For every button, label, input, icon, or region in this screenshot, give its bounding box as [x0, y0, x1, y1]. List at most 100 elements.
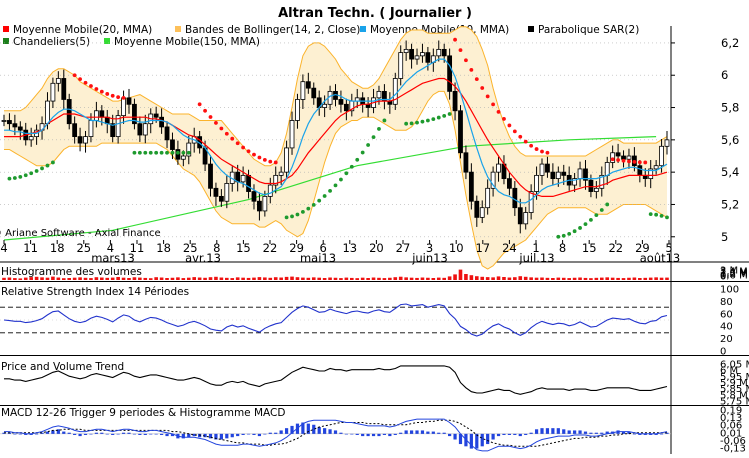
volume-bar — [616, 277, 620, 280]
x-day-label: 15 — [582, 241, 597, 255]
rsi-line — [3, 303, 668, 337]
volume-bar — [643, 277, 648, 280]
legend-item: Parabolique SAR(2) — [528, 24, 639, 36]
candle-body — [278, 171, 284, 176]
volume-bar — [7, 277, 12, 280]
candle-body — [376, 90, 382, 99]
macd-histogram-bar — [40, 432, 44, 434]
sar-dot — [262, 157, 267, 162]
candle-body — [436, 48, 442, 57]
macd-histogram-bar — [600, 432, 604, 434]
bollinger-upper-line — [4, 26, 668, 167]
candlestick — [273, 166, 279, 194]
candlestick — [251, 184, 257, 210]
volume-bar — [273, 277, 278, 280]
candle-body — [512, 187, 518, 209]
legend-item: Moyenne Mobile(150, MMA) — [104, 36, 260, 48]
sar-dot — [637, 160, 642, 165]
macd-histogram-bar — [89, 433, 93, 435]
volume-bar — [252, 277, 256, 280]
rsi-y-label: 40 — [720, 322, 733, 333]
candle-body — [414, 55, 420, 60]
legend-label: Bandes de Bollinger(14, 2, Close) — [185, 24, 360, 36]
sar-dot — [507, 123, 512, 128]
sar-dot — [610, 157, 615, 162]
volume-bar — [13, 278, 17, 280]
volume-bar — [170, 277, 175, 280]
x-day-label: 24 — [502, 241, 517, 255]
macd-histogram-bar — [524, 433, 528, 435]
macd-histogram-bar — [154, 433, 158, 435]
candle-body — [550, 171, 556, 180]
sar-dot — [29, 171, 34, 176]
candlestick — [626, 148, 632, 169]
macd-histogram-bar — [143, 433, 147, 435]
macd-histogram-bar — [187, 433, 191, 438]
candlestick — [447, 48, 453, 100]
sar-dot — [458, 48, 463, 53]
macd-histogram-bar — [83, 433, 88, 435]
volume-frame — [0, 264, 671, 281]
sar-dot — [224, 131, 229, 136]
candle-body — [485, 187, 491, 209]
sar-dot — [12, 176, 17, 180]
rsi-frame — [0, 284, 671, 355]
candle-body — [452, 90, 458, 112]
volume-title: Histogramme des volumes — [1, 266, 142, 278]
candle-body — [539, 163, 545, 176]
candle-body — [88, 120, 94, 138]
price-y-label: 5,6 — [721, 133, 739, 147]
macd-histogram-bar — [393, 433, 397, 435]
pvt-title: Price and Volume Trend — [1, 361, 124, 373]
candle-body — [72, 123, 78, 138]
volume-bar — [420, 277, 425, 280]
candlestick — [343, 98, 349, 121]
volume-bar — [610, 277, 615, 280]
candle-body — [262, 195, 268, 212]
macd-histogram-bar — [344, 433, 348, 435]
volume-bar — [507, 277, 512, 280]
macd-histogram-bar — [2, 432, 6, 434]
candle-body — [496, 163, 501, 173]
sar-dot — [366, 143, 371, 147]
volume-bar — [61, 278, 66, 280]
volume-bar — [388, 277, 392, 280]
sar-dot — [165, 150, 169, 155]
candle-body — [142, 123, 148, 136]
volume-bar — [556, 277, 561, 280]
sar-dot — [654, 212, 659, 217]
volume-bar — [116, 276, 120, 280]
sar-dot — [578, 226, 582, 230]
macd-histogram-bar — [312, 424, 316, 434]
candle-body — [93, 110, 99, 121]
candlestick — [436, 40, 442, 62]
x-month-label: mars13 — [91, 251, 135, 265]
candlestick — [496, 156, 501, 182]
macd-histogram-bar — [469, 433, 473, 449]
candle-body — [159, 116, 164, 128]
sar-dot — [583, 222, 588, 227]
candle-body — [441, 48, 447, 57]
candle-body — [115, 115, 121, 138]
volume-bar — [496, 276, 501, 280]
sar-dot — [621, 158, 626, 163]
y-axes: 5 5,2 5,4 5,6 5,8 6 6,2 3 M2,4 M1,8 M1,2 M0,6 M… — [671, 36, 749, 455]
candlestick — [28, 127, 34, 147]
volume-bar — [567, 278, 571, 280]
candle-body — [267, 184, 273, 197]
volume-bar — [203, 277, 207, 280]
price-y-label: 5,8 — [721, 101, 739, 115]
macd-histogram-bar — [225, 433, 229, 439]
candle-body — [132, 103, 137, 125]
price-y-label: 6 — [721, 68, 728, 82]
volume-bar — [464, 274, 468, 280]
macd-histogram-bar — [192, 433, 196, 437]
volume-bar — [436, 277, 441, 280]
sar-dot — [290, 214, 294, 219]
volume-bar — [355, 278, 360, 280]
x-day-label: 22 — [263, 241, 278, 255]
volume-bar — [18, 278, 23, 280]
sar-dot — [99, 89, 104, 94]
volume-bar — [83, 277, 88, 280]
sar-dot — [665, 215, 669, 220]
